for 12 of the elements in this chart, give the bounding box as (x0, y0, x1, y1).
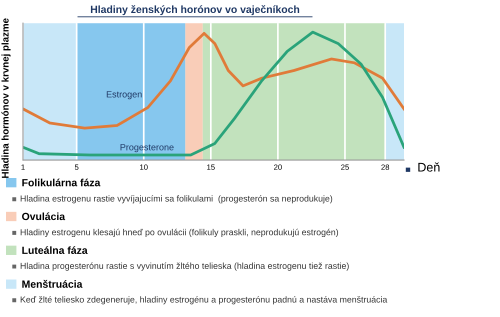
y-axis-title: Hladina hormónov v krvnej plazme (1, 18, 11, 178)
text: Hladina progesterónu rastie s vyvinutím žltého telieska (hladina estrogenu tiež rastie) (20, 262, 349, 271)
text: Hladina estrogenu rastie vyvíjajucími sa folikulami (progesterón sa neprodukuje) (20, 195, 332, 204)
chart-title: Hladiny ženských horónov vo vaječníkoch (90, 5, 300, 16)
x-axis-title: Deň (418, 162, 440, 172)
text: Keď žlté teliesko zdegeneruje, hladiny estrogénu a progesterónu padnú a nastáva menštruácia (20, 296, 388, 304)
legend-label: Ovulácia (22, 212, 66, 220)
legend-label: Folikulárna fáza (22, 178, 100, 186)
legend-label: Luteálna fáza (22, 246, 88, 254)
series-label: Estrogen (106, 91, 142, 100)
text: Hladiny estrogenu klesajú hneď po ovulácii (folikuly praskli, neprodukujú estrogén) (20, 228, 338, 238)
legend-label: Menštruácia (22, 280, 82, 288)
